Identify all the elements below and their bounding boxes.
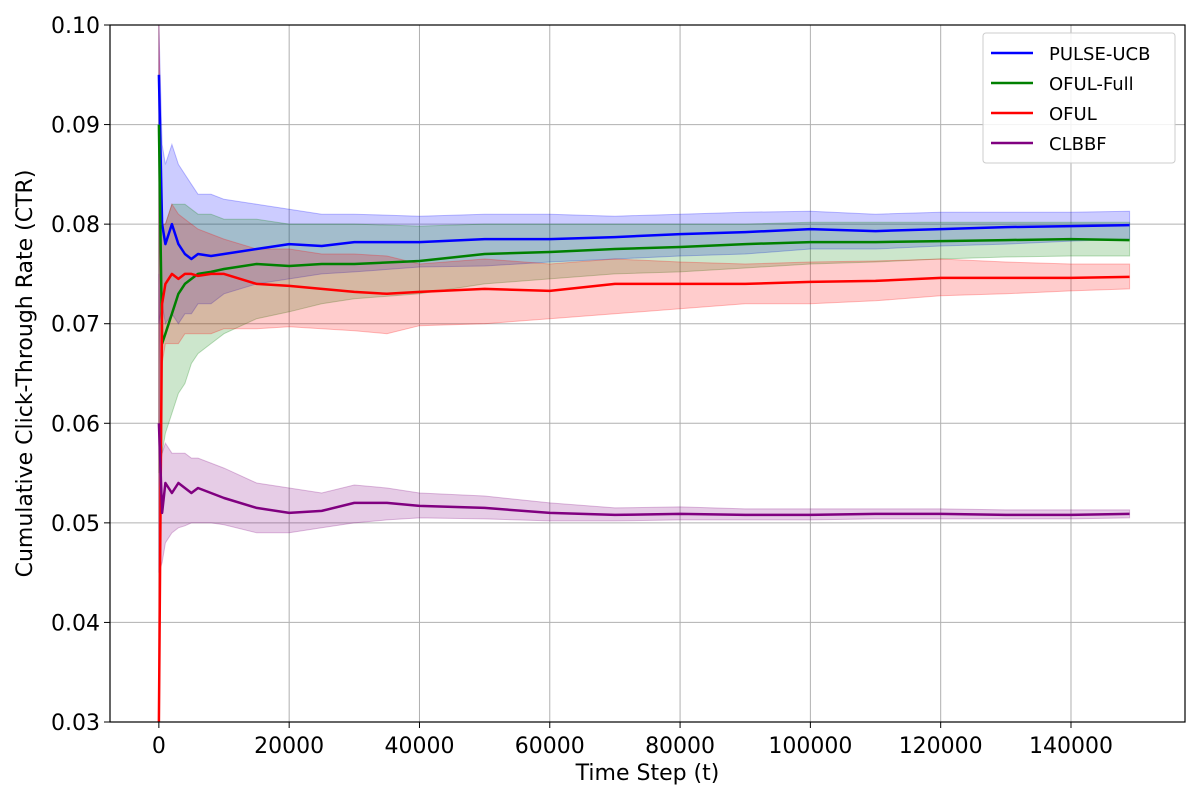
y-tick-label: 0.08 (51, 213, 100, 238)
grid-lines (110, 24, 1185, 723)
oful-full-legend-label: OFUL-Full (1049, 74, 1134, 95)
x-tick-label: 120000 (899, 734, 983, 759)
y-tick-label: 0.04 (51, 611, 100, 636)
x-tick-label: 0 (152, 734, 166, 759)
series-lines (157, 74, 1130, 722)
y-axis-label: Cumulative Click-Through Rate (CTR) (13, 170, 38, 578)
clbbf-band (158, 273, 1131, 573)
x-tick-label: 40000 (384, 734, 454, 759)
x-tick-label: 100000 (768, 734, 852, 759)
pulse-ucb-legend-label: PULSE-UCB (1049, 44, 1150, 65)
plot-frame (109, 24, 1186, 723)
pulse-ucb-line (157, 74, 1130, 261)
y-tick-label: 0.05 (51, 512, 100, 537)
oful-full-band (158, 74, 1131, 474)
y-tick-label: 0.09 (51, 114, 100, 139)
legend-box (982, 32, 1176, 164)
y-tick-label: 0.10 (51, 14, 100, 39)
legend: PULSE-UCB OFUL-Full OFUL CLBBF (982, 32, 1176, 164)
x-tick-label: 140000 (1029, 734, 1113, 759)
oful-full-line (157, 124, 1130, 345)
axis-ticks: 0 20000 40000 60000 80000 100000 120000 140000 0… (51, 14, 1113, 759)
clbbf-line (157, 423, 1130, 517)
x-tick-label: 60000 (515, 734, 585, 759)
x-axis-label: Time Step (t) (575, 761, 720, 786)
confidence-bands (158, 25, 1131, 722)
clbbf-legend-label: CLBBF (1049, 134, 1107, 155)
oful-legend-label: OFUL (1049, 104, 1097, 125)
x-tick-label: 20000 (254, 734, 324, 759)
y-tick-label: 0.06 (51, 412, 100, 437)
y-tick-label: 0.03 (51, 711, 100, 736)
oful-band (158, 25, 1131, 722)
x-tick-label: 80000 (645, 734, 715, 759)
oful-line (157, 272, 1130, 722)
y-tick-label: 0.07 (51, 313, 100, 338)
